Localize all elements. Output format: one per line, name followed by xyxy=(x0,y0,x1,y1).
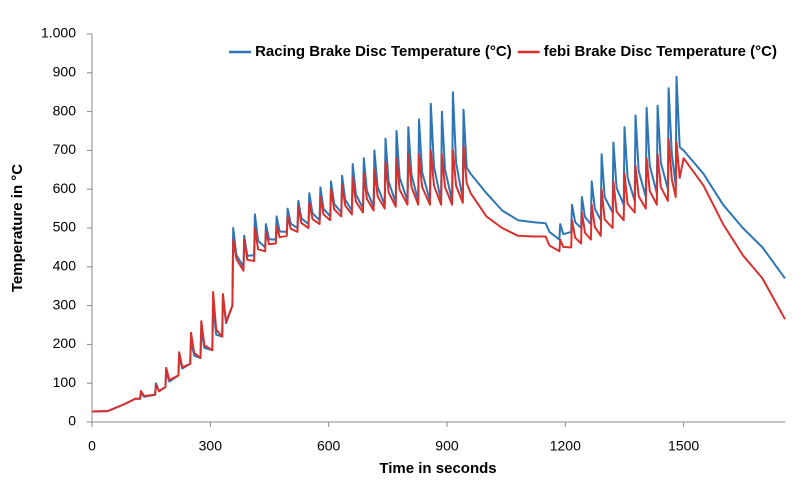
y-tick-label: 800 xyxy=(53,102,77,118)
legend-label: Racing Brake Disc Temperature (°C) xyxy=(255,43,512,60)
y-tick-label: 1.000 xyxy=(41,25,76,41)
x-tick-label: 1500 xyxy=(668,438,699,454)
y-tick-label: 700 xyxy=(53,141,77,157)
x-tick-label: 300 xyxy=(199,438,223,454)
legend-label: febi Brake Disc Temperature (°C) xyxy=(544,43,777,60)
y-tick-label: 300 xyxy=(53,296,77,312)
y-axis-label: Temperature in °C xyxy=(9,164,26,292)
x-tick-label: 0 xyxy=(88,438,96,454)
y-tick-label: 400 xyxy=(53,258,77,274)
x-tick-label: 1200 xyxy=(550,438,581,454)
x-tick-label: 600 xyxy=(317,438,341,454)
y-tick-label: 100 xyxy=(53,374,77,390)
series-line xyxy=(91,75,786,413)
series-line xyxy=(91,137,786,413)
y-tick-label: 600 xyxy=(53,180,77,196)
y-tick-label: 500 xyxy=(53,219,77,235)
y-tick-label: 200 xyxy=(53,335,77,351)
x-axis-label: Time in seconds xyxy=(379,460,496,477)
y-tick-label: 900 xyxy=(53,64,77,80)
y-tick-label: 0 xyxy=(68,413,76,429)
x-tick-label: 900 xyxy=(435,438,459,454)
